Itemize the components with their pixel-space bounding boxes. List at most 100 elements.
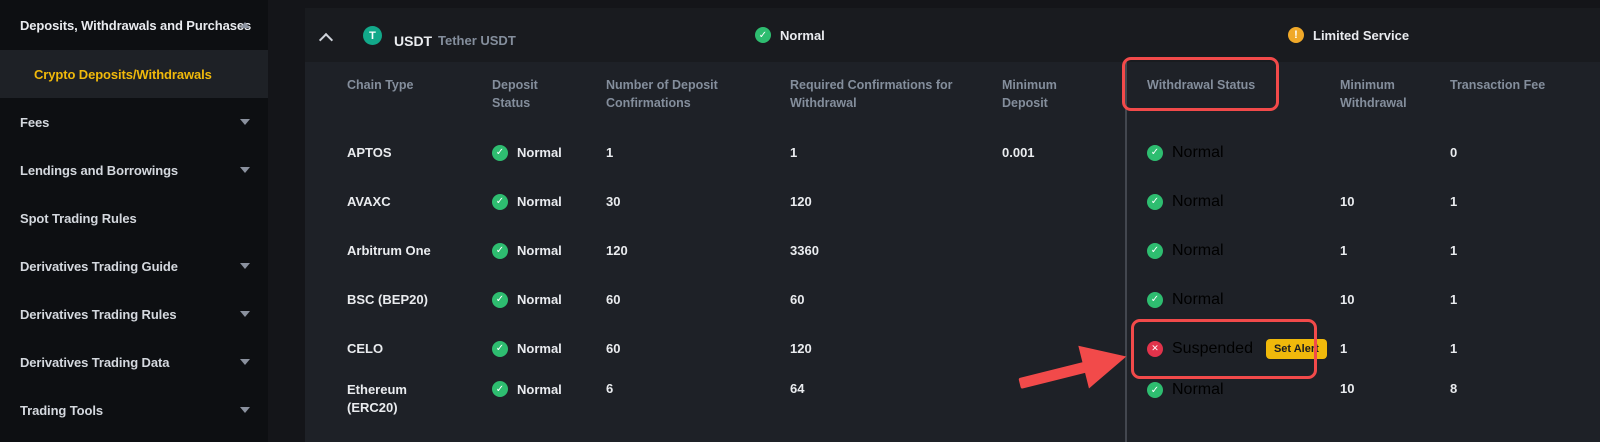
- check-circle-icon: ✓: [755, 27, 771, 43]
- coin-panel: T USDT Tether USDT ✓ Normal ! Limited Se…: [305, 8, 1600, 442]
- chain-name: BSC (BEP20): [347, 291, 428, 307]
- collapse-chevron-icon[interactable]: [321, 33, 331, 43]
- withdrawal-status: ✓ Normal: [1125, 291, 1340, 309]
- minimum-withdrawal: 10: [1340, 292, 1355, 307]
- chevron-down-icon: [240, 311, 250, 317]
- deposit-confirmations: 1: [606, 145, 614, 160]
- chain-name: APTOS: [347, 144, 392, 160]
- withdrawal-status: ✓ Normal: [1125, 144, 1340, 162]
- deposit-status: ✓ Normal: [492, 340, 606, 357]
- withdrawal-confirmations: 60: [790, 292, 805, 307]
- coin-name: Tether USDT: [438, 33, 516, 48]
- transaction-fee: 8: [1450, 381, 1458, 396]
- sidebar-item-label: Deposits, Withdrawals and Purchases: [20, 17, 252, 33]
- sidebar-item-fees[interactable]: Fees: [0, 98, 268, 146]
- withdrawal-status-suspended: ✕ Suspended Set Alert: [1125, 338, 1340, 359]
- deposit-confirmations: 60: [606, 292, 621, 307]
- set-alert-button[interactable]: Set Alert: [1265, 338, 1327, 359]
- minimum-withdrawal: 1: [1340, 243, 1348, 258]
- sidebar-item-label: Derivatives Trading Data: [20, 354, 170, 370]
- sidebar-item-lendings-borrowings[interactable]: Lendings and Borrowings: [0, 146, 268, 194]
- sidebar-item-label: Derivatives Trading Guide: [20, 258, 178, 274]
- deposit-summary-label: Normal: [780, 27, 825, 43]
- chains-table: Chain Type Deposit Status Number of Depo…: [305, 62, 1600, 442]
- deposit-confirmations: 30: [606, 194, 621, 209]
- deposit-status: ✓ Normal: [492, 242, 606, 259]
- check-circle-icon: ✓: [492, 193, 508, 210]
- sidebar-item-derivatives-trading-rules[interactable]: Derivatives Trading Rules: [0, 290, 268, 338]
- deposit-status: ✓ Normal: [492, 291, 606, 308]
- sidebar-item-derivatives-trading-data[interactable]: Derivatives Trading Data: [0, 338, 268, 386]
- withdrawal-summary-label: Limited Service: [1313, 27, 1410, 43]
- chain-name: CELO: [347, 340, 384, 356]
- check-circle-icon: ✓: [1147, 382, 1163, 398]
- withdrawal-column-divider: [1125, 62, 1127, 442]
- check-circle-icon: ✓: [1147, 193, 1163, 210]
- table-row: CELO ✓ Normal 60 120 ✕ Suspended Set Aler…: [305, 324, 1600, 373]
- sidebar-item-deposits-withdrawals-purchases[interactable]: Deposits, Withdrawals and Purchases: [0, 0, 268, 50]
- chevron-down-icon: [240, 359, 250, 365]
- sidebar-item-label: Spot Trading Rules: [20, 210, 137, 226]
- table-row: AVAXC ✓ Normal 30 120 ✓ Normal 10 1: [305, 177, 1600, 226]
- column-header-minimum-withdrawal: Minimum Withdrawal: [1340, 78, 1407, 110]
- transaction-fee: 1: [1450, 194, 1458, 209]
- sidebar-item-spot-trading-rules[interactable]: Spot Trading Rules: [0, 194, 268, 242]
- withdrawal-confirmations: 120: [790, 341, 812, 356]
- warning-circle-icon: !: [1288, 27, 1304, 43]
- sidebar-item-derivatives-trading-guide[interactable]: Derivatives Trading Guide: [0, 242, 268, 290]
- column-header-minimum-deposit: Minimum Deposit: [1002, 78, 1057, 110]
- minimum-withdrawal: 10: [1340, 381, 1355, 396]
- sidebar-item-label: Trading Tools: [20, 402, 103, 418]
- withdrawal-summary-badge: ! Limited Service: [1288, 27, 1409, 43]
- coin-symbol: USDT: [394, 33, 433, 49]
- column-header-deposit-confirmations: Number of Deposit Confirmations: [606, 78, 718, 110]
- sidebar-item-crypto-deposits-withdrawals[interactable]: Crypto Deposits/Withdrawals: [0, 50, 268, 98]
- chevron-down-icon: [240, 407, 250, 413]
- table-row: APTOS ✓ Normal 1 1 0.001 ✓ Normal 0: [305, 128, 1600, 177]
- deposit-status: ✓ Normal: [492, 381, 606, 397]
- sidebar-active-item-label: Crypto Deposits/Withdrawals: [34, 66, 212, 82]
- check-circle-icon: ✓: [492, 381, 508, 397]
- deposit-status: ✓ Normal: [492, 193, 606, 210]
- x-circle-icon: ✕: [1147, 340, 1163, 357]
- withdrawal-status: ✓ Normal: [1125, 381, 1340, 399]
- withdrawal-confirmations: 120: [790, 194, 812, 209]
- table-row: BSC (BEP20) ✓ Normal 60 60 ✓ Normal 10 1: [305, 275, 1600, 324]
- minimum-withdrawal: 10: [1340, 194, 1355, 209]
- minimum-deposit: 0.001: [1002, 145, 1035, 160]
- column-header-withdrawal-status: Withdrawal Status: [1147, 78, 1256, 92]
- minimum-withdrawal: 1: [1340, 341, 1348, 356]
- deposit-confirmations: 120: [606, 243, 628, 258]
- check-circle-icon: ✓: [492, 340, 508, 357]
- chevron-up-icon: [240, 22, 250, 28]
- withdrawal-confirmations: 3360: [790, 243, 819, 258]
- coin-panel-header: T USDT Tether USDT ✓ Normal ! Limited Se…: [305, 8, 1600, 62]
- sidebar-item-trading-tools[interactable]: Trading Tools: [0, 386, 268, 434]
- transaction-fee: 0: [1450, 145, 1458, 160]
- column-header-withdrawal-confirmations: Required Confirmations for Withdrawal: [790, 78, 953, 110]
- transaction-fee: 1: [1450, 292, 1458, 307]
- sidebar-item-label: Fees: [20, 114, 50, 130]
- chain-name: Ethereum (ERC20): [347, 382, 407, 415]
- table-row: Arbitrum One ✓ Normal 120 3360 ✓ Normal 1 …: [305, 226, 1600, 275]
- column-header-chain-type: Chain Type: [347, 78, 414, 92]
- chevron-down-icon: [240, 263, 250, 269]
- chain-name: Arbitrum One: [347, 242, 431, 258]
- withdrawal-confirmations: 1: [790, 145, 798, 160]
- transaction-fee: 1: [1450, 341, 1458, 356]
- table-header-row: Chain Type Deposit Status Number of Depo…: [305, 62, 1600, 128]
- sidebar-item-label: Derivatives Trading Rules: [20, 306, 177, 322]
- table-row: Ethereum (ERC20) ✓ Normal 6 64 ✓ Normal 10…: [305, 373, 1600, 442]
- transaction-fee: 1: [1450, 243, 1458, 258]
- sidebar-item-label: Lendings and Borrowings: [20, 162, 179, 178]
- check-circle-icon: ✓: [492, 242, 508, 259]
- check-circle-icon: ✓: [1147, 242, 1163, 259]
- chevron-down-icon: [240, 119, 250, 125]
- deposit-summary-badge: ✓ Normal: [755, 27, 825, 43]
- deposit-status: ✓ Normal: [492, 144, 606, 161]
- check-circle-icon: ✓: [492, 144, 508, 161]
- check-circle-icon: ✓: [492, 291, 508, 308]
- column-header-deposit-status: Deposit Status: [492, 78, 538, 110]
- chain-name: AVAXC: [347, 193, 391, 209]
